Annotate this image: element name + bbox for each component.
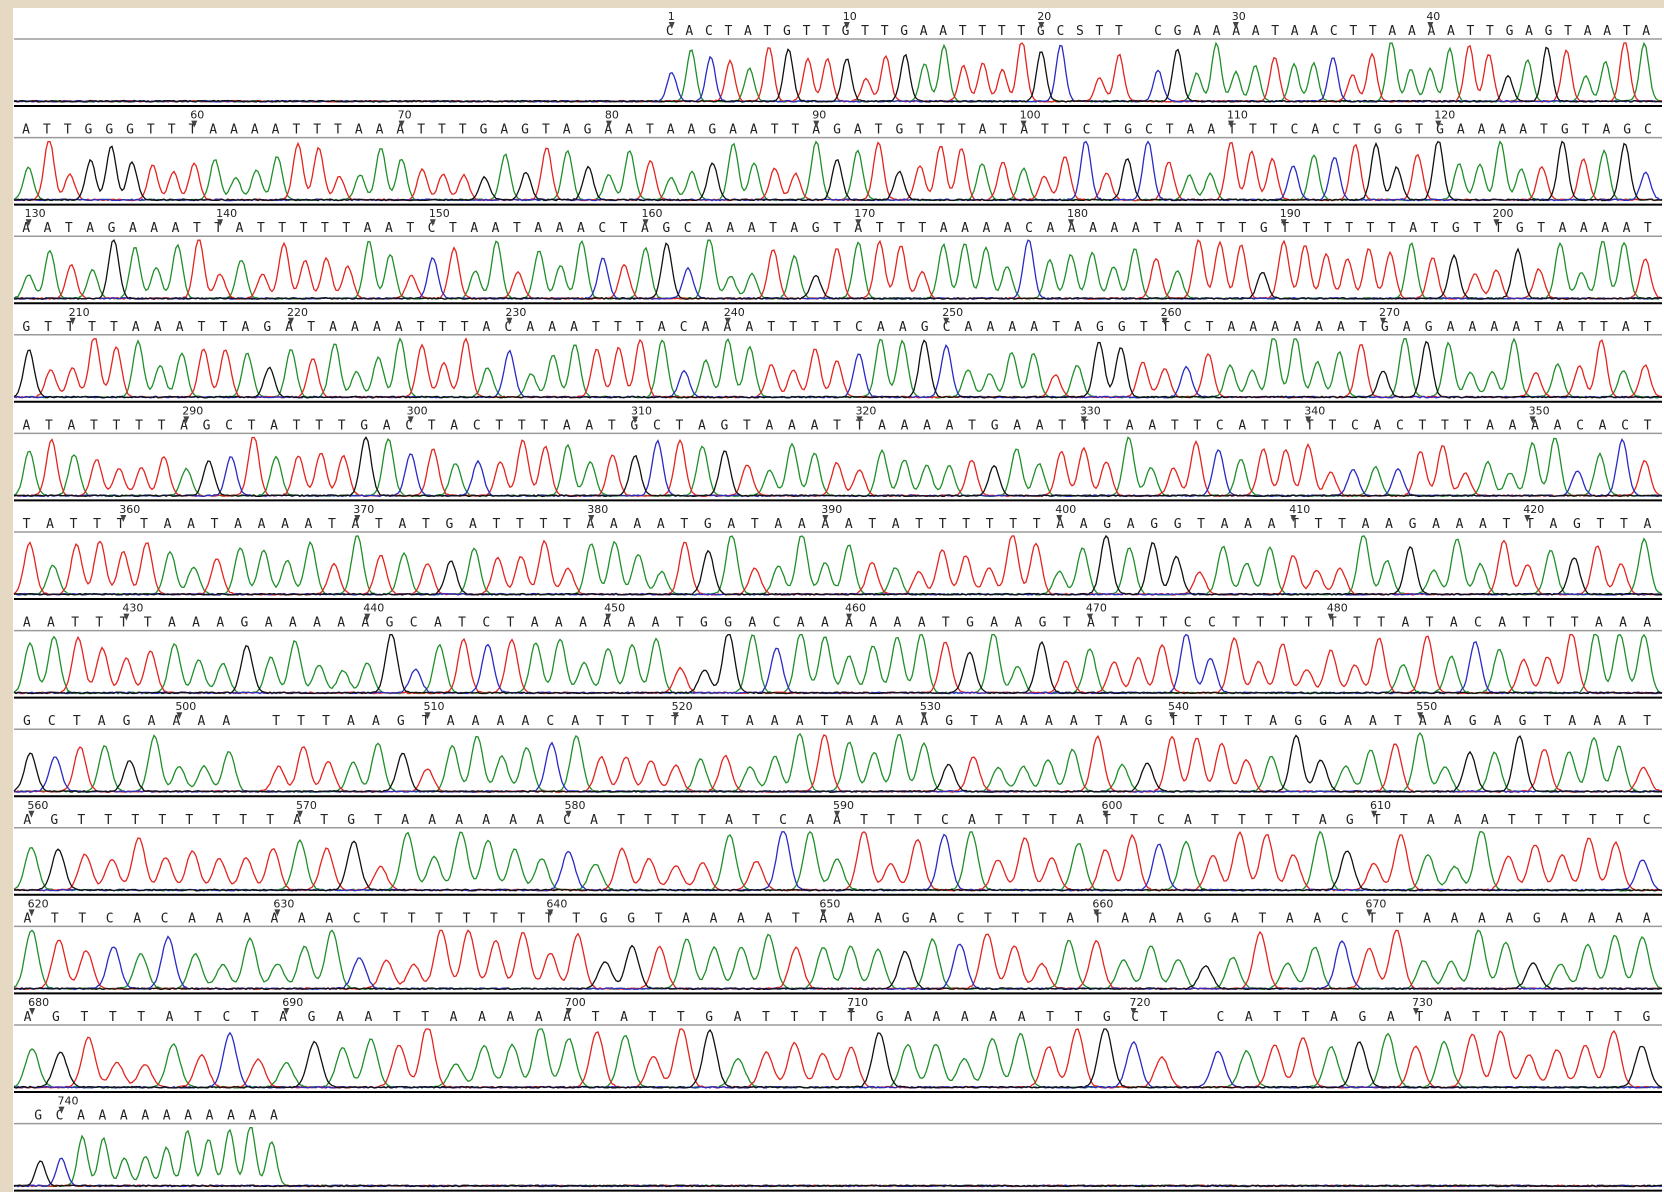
position-label: 690 (282, 996, 303, 1009)
position-label: 230 (505, 306, 526, 319)
position-label: 240 (724, 306, 745, 319)
position-label: 40 (1426, 10, 1440, 23)
position-label: 570 (296, 799, 317, 812)
page: CACTATGTTGTTGAATTTTGCSTT CGAAAATAACTTAAA… (0, 0, 1664, 1192)
position-label: 660 (1092, 897, 1113, 910)
position-label: 410 (1289, 503, 1310, 516)
position-label: 360 (119, 503, 140, 516)
position-label: 330 (1080, 404, 1101, 417)
position-label: 30 (1232, 10, 1246, 23)
position-label: 80 (605, 109, 619, 122)
position-label: 200 (1492, 207, 1513, 220)
position-label: 120 (1434, 109, 1455, 122)
position-label: 470 (1086, 602, 1107, 615)
position-label: 340 (1304, 404, 1325, 417)
position-label: 380 (587, 503, 608, 516)
position-label: 670 (1365, 897, 1386, 910)
position-label: 640 (546, 897, 567, 910)
position-label: 530 (920, 700, 941, 713)
position-label: 320 (855, 404, 876, 417)
position-label: 300 (407, 404, 428, 417)
position-label: 10 (843, 10, 857, 23)
position-label: 610 (1370, 799, 1391, 812)
position-label: 270 (1379, 306, 1400, 319)
position-label: 180 (1067, 207, 1088, 220)
sequence: GTTTTAAATTAGATAAAATTTACAAATTTACAAATTTTCA… (22, 320, 1651, 335)
position-label: 590 (833, 799, 854, 812)
position-label: 20 (1037, 10, 1051, 23)
position-label: 720 (1130, 996, 1151, 1009)
position-label: 390 (821, 503, 842, 516)
position-label: 560 (27, 799, 48, 812)
position-label: 460 (845, 602, 866, 615)
position-label: 290 (182, 404, 203, 417)
position-label: 520 (672, 700, 693, 713)
position-label: 170 (854, 207, 875, 220)
position-label: 60 (190, 109, 204, 122)
position-label: 450 (604, 602, 625, 615)
position-label: 540 (1168, 700, 1189, 713)
position-label: 190 (1280, 207, 1301, 220)
position-label: 650 (819, 897, 840, 910)
position-label: 110 (1227, 109, 1248, 122)
position-label: 510 (424, 700, 445, 713)
position-label: 620 (28, 897, 49, 910)
position-label: 100 (1020, 109, 1041, 122)
position-label: 550 (1416, 700, 1437, 713)
position-label: 680 (28, 996, 49, 1009)
position-label: 350 (1529, 404, 1550, 417)
position-label: 90 (812, 109, 826, 122)
chromatogram: CACTATGTTGTTGAATTTTGCSTT CGAAAATAACTTAAA… (0, 0, 1664, 1192)
position-label: 580 (564, 799, 585, 812)
position-label: 160 (642, 207, 663, 220)
position-label: 130 (25, 207, 46, 220)
position-label: 250 (942, 306, 963, 319)
position-label: 400 (1055, 503, 1076, 516)
position-label: 210 (69, 306, 90, 319)
position-label: 370 (353, 503, 374, 516)
position-label: 70 (398, 109, 412, 122)
position-label: 440 (363, 602, 384, 615)
position-label: 1 (668, 10, 675, 23)
position-label: 700 (565, 996, 586, 1009)
position-label: 310 (631, 404, 652, 417)
position-label: 420 (1523, 503, 1544, 516)
position-label: 140 (216, 207, 237, 220)
position-label: 430 (122, 602, 143, 615)
position-label: 710 (847, 996, 868, 1009)
position-label: 150 (429, 207, 450, 220)
position-label: 480 (1327, 602, 1348, 615)
position-label: 630 (273, 897, 294, 910)
position-label: 220 (287, 306, 308, 319)
position-label: 740 (58, 1095, 79, 1108)
position-label: 600 (1102, 799, 1123, 812)
position-label: 730 (1412, 996, 1433, 1009)
position-label: 260 (1161, 306, 1182, 319)
position-label: 500 (175, 700, 196, 713)
